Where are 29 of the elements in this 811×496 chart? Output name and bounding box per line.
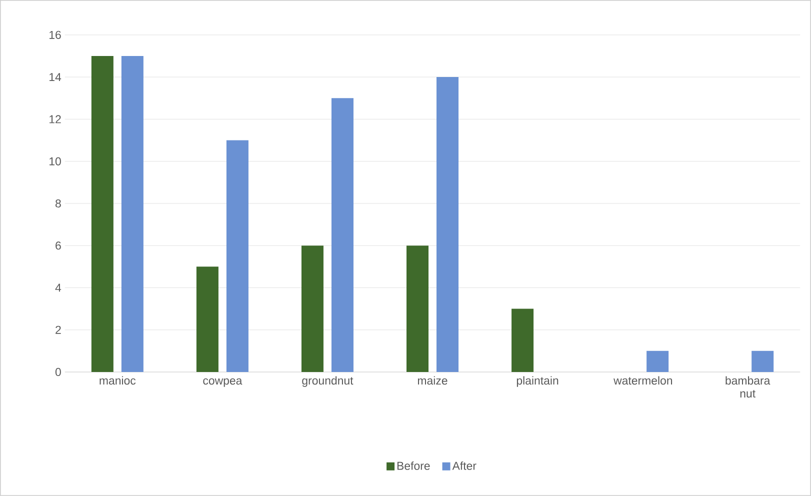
x-tick-label: bambara nut bbox=[726, 376, 770, 398]
y-tick-label: 14 bbox=[50, 73, 62, 82]
bar bbox=[406, 246, 429, 372]
bar bbox=[91, 56, 114, 372]
bar bbox=[301, 246, 324, 372]
x-tick-label: cowpea bbox=[203, 378, 242, 387]
legend-label: After bbox=[452, 462, 476, 470]
y-tick-label: 0 bbox=[55, 368, 61, 376]
bar bbox=[646, 350, 669, 372]
bar bbox=[436, 77, 459, 372]
bar bbox=[226, 140, 248, 372]
bar bbox=[331, 98, 354, 372]
bar bbox=[196, 266, 218, 372]
y-tick-label: 6 bbox=[56, 242, 61, 250]
y-tick-label: 12 bbox=[50, 115, 61, 124]
bar bbox=[512, 308, 534, 372]
y-tick-label: 2 bbox=[56, 326, 61, 334]
x-tick-label: watermelon bbox=[614, 376, 672, 385]
legend-label: Before bbox=[397, 462, 430, 470]
x-tick-label: plaintain bbox=[516, 376, 558, 387]
y-tick-label: 8 bbox=[56, 199, 61, 208]
x-tick-label: groundnut bbox=[302, 376, 354, 387]
bar bbox=[752, 350, 774, 372]
y-tick-label: 16 bbox=[50, 30, 61, 39]
x-tick-label: maize bbox=[418, 376, 448, 385]
bar bbox=[121, 56, 144, 372]
x-tick-label: manioc bbox=[100, 376, 136, 385]
y-tick-label: 4 bbox=[55, 284, 62, 292]
y-tick-label: 10 bbox=[50, 157, 61, 166]
